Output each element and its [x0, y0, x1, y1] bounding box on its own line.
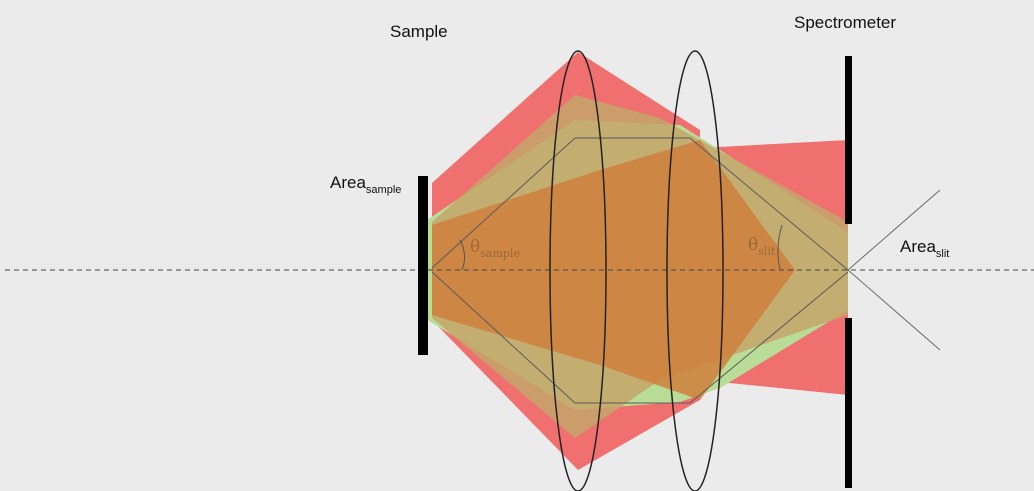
slit-ray-down [847, 269, 941, 351]
lens-2 [666, 50, 724, 491]
orange-overlap [432, 140, 795, 400]
slit-ray-up [847, 189, 941, 271]
sample-title: Sample [390, 22, 448, 41]
area-slit-main: Area [900, 237, 936, 256]
theta-slit-arc [777, 224, 783, 271]
area-slit-label: Areaslit [900, 237, 949, 260]
area-sample-main: Area [330, 173, 366, 192]
theta-sample-sub: sample [480, 247, 520, 260]
slit-lower-bar [845, 318, 852, 488]
lens-1 [549, 50, 607, 491]
theta-slit-sub: slit [758, 245, 776, 258]
area-slit-sub: slit [936, 248, 949, 260]
spectrometer-title: Spectrometer [794, 13, 896, 32]
ray-lower [431, 271, 849, 404]
sample-stop [418, 176, 428, 355]
area-sample-sub: sample [366, 184, 401, 196]
theta-sample-arc [459, 239, 466, 271]
theta-sample-label: θsample [470, 237, 520, 260]
theta-slit-symbol: θ [748, 235, 758, 255]
slit-upper-bar [845, 56, 852, 224]
theta-sample-symbol: θ [470, 237, 480, 257]
area-sample-label: Areasample [330, 173, 401, 196]
ray-upper [431, 137, 849, 271]
theta-slit-label: θslit [748, 235, 776, 258]
